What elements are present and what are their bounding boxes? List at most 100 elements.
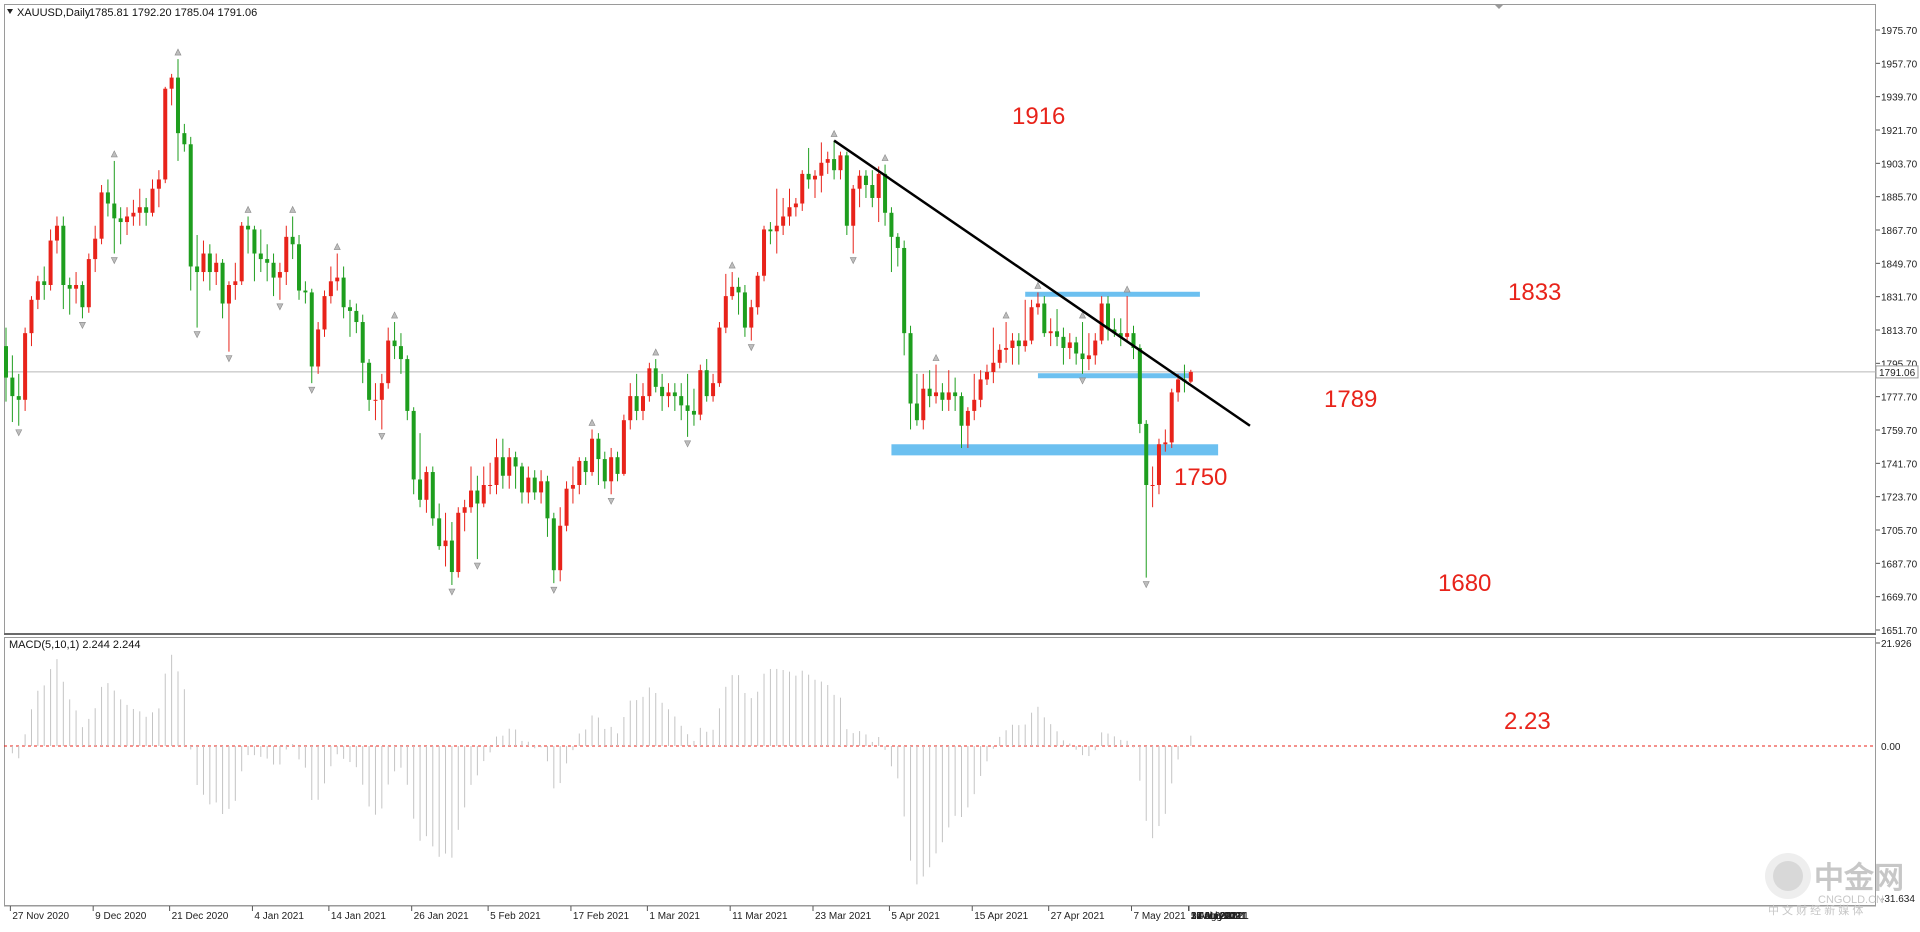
- candle[interactable]: [927, 370, 932, 408]
- candle[interactable]: [449, 522, 454, 585]
- candle[interactable]: [1169, 388, 1174, 448]
- candle[interactable]: [590, 429, 595, 476]
- triangle-down-icon[interactable]: [7, 9, 13, 14]
- candle[interactable]: [456, 507, 461, 578]
- candle[interactable]: [634, 373, 639, 421]
- candle[interactable]: [641, 383, 645, 421]
- candle[interactable]: [500, 438, 505, 489]
- candle[interactable]: [800, 170, 805, 211]
- candle[interactable]: [742, 285, 747, 337]
- candle[interactable]: [519, 462, 524, 504]
- candle[interactable]: [316, 322, 321, 374]
- candle[interactable]: [781, 197, 786, 235]
- zone-1750[interactable]: [891, 444, 1219, 456]
- candle[interactable]: [685, 373, 690, 437]
- candle[interactable]: [1080, 322, 1085, 374]
- candle[interactable]: [156, 170, 161, 208]
- candle[interactable]: [730, 272, 735, 300]
- candle[interactable]: [1125, 296, 1130, 341]
- trendline[interactable]: [833, 139, 1251, 427]
- candle[interactable]: [303, 281, 308, 304]
- candle[interactable]: [54, 216, 59, 254]
- candle[interactable]: [418, 433, 423, 508]
- candle[interactable]: [354, 303, 359, 334]
- candle[interactable]: [118, 207, 123, 245]
- candle[interactable]: [768, 222, 773, 245]
- candle[interactable]: [437, 503, 442, 550]
- candle[interactable]: [679, 383, 684, 421]
- candle[interactable]: [335, 253, 340, 291]
- candle[interactable]: [220, 259, 225, 319]
- candle[interactable]: [424, 466, 429, 513]
- candle[interactable]: [921, 373, 926, 430]
- candle[interactable]: [602, 451, 607, 489]
- candle[interactable]: [1106, 296, 1111, 341]
- candle[interactable]: [991, 327, 996, 384]
- shift-marker-icon[interactable]: [1494, 4, 1504, 9]
- candle[interactable]: [373, 383, 378, 421]
- candle[interactable]: [628, 383, 633, 430]
- candle[interactable]: [469, 466, 474, 513]
- candle[interactable]: [175, 59, 180, 161]
- candle[interactable]: [125, 207, 130, 235]
- candle[interactable]: [539, 470, 544, 504]
- candle[interactable]: [367, 359, 372, 411]
- candle[interactable]: [188, 136, 193, 291]
- candle[interactable]: [42, 266, 47, 300]
- candle[interactable]: [870, 170, 875, 208]
- candle[interactable]: [246, 216, 251, 254]
- candle[interactable]: [1118, 318, 1123, 347]
- candle[interactable]: [984, 364, 989, 385]
- candle[interactable]: [252, 225, 257, 282]
- candle[interactable]: [150, 179, 155, 217]
- candle[interactable]: [1035, 292, 1040, 315]
- candle[interactable]: [271, 253, 276, 297]
- candle[interactable]: [806, 147, 811, 189]
- candle[interactable]: [934, 364, 939, 404]
- candle[interactable]: [914, 373, 919, 426]
- candle[interactable]: [29, 296, 34, 347]
- candle[interactable]: [851, 185, 856, 254]
- candle[interactable]: [1156, 438, 1161, 495]
- candle[interactable]: [1004, 322, 1009, 363]
- candle[interactable]: [755, 272, 760, 315]
- candle[interactable]: [233, 262, 238, 300]
- candle[interactable]: [392, 322, 397, 360]
- candle[interactable]: [475, 475, 480, 560]
- candle[interactable]: [774, 188, 779, 254]
- candle[interactable]: [532, 470, 537, 500]
- candle[interactable]: [99, 185, 104, 245]
- candle[interactable]: [201, 240, 206, 282]
- candle[interactable]: [857, 170, 862, 208]
- candle[interactable]: [48, 229, 53, 291]
- candle[interactable]: [297, 235, 302, 300]
- candle[interactable]: [691, 388, 696, 426]
- candle[interactable]: [341, 266, 346, 319]
- candle[interactable]: [507, 447, 512, 489]
- candle[interactable]: [832, 140, 837, 180]
- candle[interactable]: [1131, 325, 1136, 360]
- candle[interactable]: [1163, 429, 1168, 452]
- candle[interactable]: [1093, 333, 1098, 365]
- candle[interactable]: [672, 383, 677, 411]
- candle[interactable]: [908, 325, 913, 430]
- macd-histogram[interactable]: [6, 654, 1192, 885]
- candle[interactable]: [10, 355, 15, 423]
- candle[interactable]: [1042, 296, 1047, 337]
- candle[interactable]: [717, 322, 722, 387]
- candle[interactable]: [723, 273, 728, 334]
- macd-axis[interactable]: 21.926 0.00 -31.634: [1876, 639, 1915, 905]
- candle[interactable]: [131, 199, 136, 226]
- candle[interactable]: [609, 447, 614, 495]
- candle[interactable]: [577, 457, 582, 495]
- candle[interactable]: [736, 277, 741, 315]
- candle[interactable]: [1016, 333, 1021, 365]
- candle[interactable]: [997, 344, 1002, 369]
- candle[interactable]: [513, 451, 518, 489]
- candle[interactable]: [61, 216, 66, 310]
- candle[interactable]: [653, 359, 658, 393]
- candle[interactable]: [704, 359, 709, 402]
- candle[interactable]: [838, 151, 843, 180]
- candle[interactable]: [462, 499, 467, 532]
